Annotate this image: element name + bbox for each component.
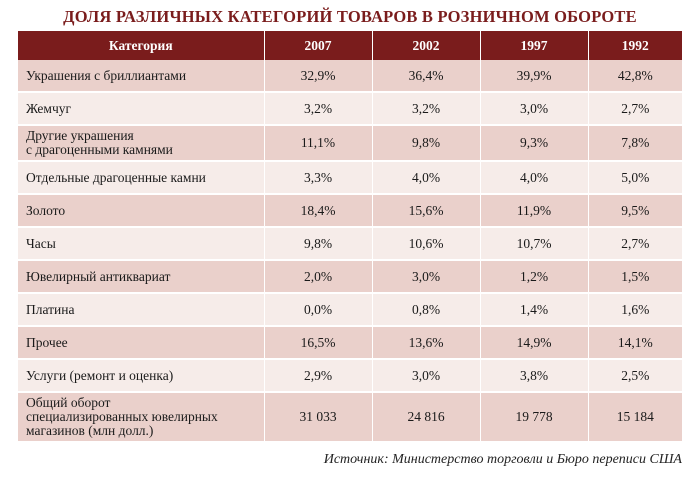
value-cell: 0,0%	[264, 293, 373, 327]
category-label: Ювелирный антиквариат	[26, 268, 171, 284]
value-cell: 31 033	[264, 392, 373, 443]
category-cell: Платина	[18, 293, 265, 327]
value-cell: 11,1%	[264, 125, 373, 162]
value-cell: 5,0%	[588, 161, 682, 195]
value-cell: 14,9%	[480, 326, 589, 360]
category-label: Часы	[26, 235, 56, 251]
value-cell: 16,5%	[264, 326, 373, 360]
table-row: Общий оборот специализированных ювелирных…	[18, 392, 682, 443]
category-cell: Отдельные драгоценные камни	[18, 161, 265, 195]
category-label: Золото	[26, 202, 66, 218]
value-cell: 11,9%	[480, 194, 589, 228]
table-row: Отдельные драгоценные камни 3,3% 4,0% 4,0% 5…	[18, 161, 682, 195]
category-label: с драгоценными камнями	[26, 142, 173, 157]
value-cell: 10,6%	[372, 227, 481, 261]
value-cell: 3,0%	[372, 359, 481, 393]
category-label: Общий оборот	[26, 395, 111, 410]
value-cell: 7,8%	[588, 125, 682, 162]
header-category: Категория	[18, 31, 265, 60]
category-cell: Прочее	[18, 326, 265, 360]
category-cell: Украшения с бриллиантами	[18, 60, 265, 93]
value-cell: 4,0%	[480, 161, 589, 195]
header-year-2002: 2002	[372, 31, 481, 60]
category-label: Другие украшения	[26, 128, 134, 143]
value-cell: 39,9%	[480, 60, 589, 93]
value-cell: 2,0%	[264, 260, 373, 294]
value-cell: 2,7%	[588, 92, 682, 126]
value-cell: 18,4%	[264, 194, 373, 228]
category-cell: Общий оборот специализированных ювелирных…	[18, 392, 265, 443]
value-cell: 4,0%	[372, 161, 481, 195]
value-cell: 1,4%	[480, 293, 589, 327]
value-cell: 15,6%	[372, 194, 481, 228]
value-cell: 1,5%	[588, 260, 682, 294]
category-label: специализированных ювелирных	[26, 409, 218, 424]
value-cell: 9,8%	[372, 125, 481, 162]
table-row: Жемчуг 3,2% 3,2% 3,0% 2,7%	[18, 92, 682, 126]
table-row: Другие украшения с драгоценными камнями 11…	[18, 125, 682, 162]
header-year-2007: 2007	[264, 31, 373, 60]
category-cell: Золото	[18, 194, 265, 228]
value-cell: 15 184	[588, 392, 682, 443]
value-cell: 0,8%	[372, 293, 481, 327]
header-year-1992: 1992	[588, 31, 682, 60]
value-cell: 13,6%	[372, 326, 481, 360]
category-cell: Часы	[18, 227, 265, 261]
category-cell: Ювелирный антиквариат	[18, 260, 265, 294]
table-row: Услуги (ремонт и оценка) 2,9% 3,0% 3,8% 2,5%	[18, 359, 682, 393]
category-label: Платина	[26, 301, 75, 317]
table-row: Платина 0,0% 0,8% 1,4% 1,6%	[18, 293, 682, 327]
value-cell: 2,7%	[588, 227, 682, 261]
source-note: Источник: Министерство торговли и Бюро п…	[323, 452, 682, 467]
table-header-row: Категория 2007 2002 1997 1992	[18, 31, 682, 60]
value-cell: 9,5%	[588, 194, 682, 228]
category-label: Отдельные драгоценные камни	[26, 169, 206, 185]
category-cell: Жемчуг	[18, 92, 265, 126]
value-cell: 3,8%	[480, 359, 589, 393]
value-cell: 32,9%	[264, 60, 373, 93]
category-label: Украшения с бриллиантами	[26, 67, 187, 83]
value-cell: 9,3%	[480, 125, 589, 162]
table-row: Часы 9,8% 10,6% 10,7% 2,7%	[18, 227, 682, 261]
value-cell: 24 816	[372, 392, 481, 443]
category-cell: Услуги (ремонт и оценка)	[18, 359, 265, 393]
value-cell: 3,3%	[264, 161, 373, 195]
table-row: Ювелирный антиквариат 2,0% 3,0% 1,2% 1,5%	[18, 260, 682, 294]
value-cell: 2,9%	[264, 359, 373, 393]
value-cell: 1,2%	[480, 260, 589, 294]
category-label: Прочее	[26, 334, 68, 350]
value-cell: 3,0%	[372, 260, 481, 294]
value-cell: 3,0%	[480, 92, 589, 126]
category-label: Услуги (ремонт и оценка)	[26, 367, 174, 383]
category-label: Жемчуг	[26, 100, 72, 116]
value-cell: 42,8%	[588, 60, 682, 93]
value-cell: 9,8%	[264, 227, 373, 261]
value-cell: 19 778	[480, 392, 589, 443]
category-cell: Другие украшения с драгоценными камнями	[18, 125, 265, 162]
value-cell: 3,2%	[372, 92, 481, 126]
value-cell: 1,6%	[588, 293, 682, 327]
value-cell: 14,1%	[588, 326, 682, 360]
value-cell: 3,2%	[264, 92, 373, 126]
table-row: Прочее 16,5% 13,6% 14,9% 14,1%	[18, 326, 682, 360]
page-title: ДОЛЯ РАЗЛИЧНЫХ КАТЕГОРИЙ ТОВАРОВ В РОЗНИ…	[63, 7, 637, 26]
value-cell: 2,5%	[588, 359, 682, 393]
category-label: магазинов (млн долл.)	[26, 423, 154, 438]
table-row: Золото 18,4% 15,6% 11,9% 9,5%	[18, 194, 682, 228]
table-row: Украшения с бриллиантами 32,9% 36,4% 39,9% 4…	[18, 60, 682, 93]
header-year-1997: 1997	[480, 31, 589, 60]
value-cell: 10,7%	[480, 227, 589, 261]
value-cell: 36,4%	[372, 60, 481, 93]
retail-share-table: Категория 2007 2002 1997 1992 Украшения …	[18, 31, 682, 443]
